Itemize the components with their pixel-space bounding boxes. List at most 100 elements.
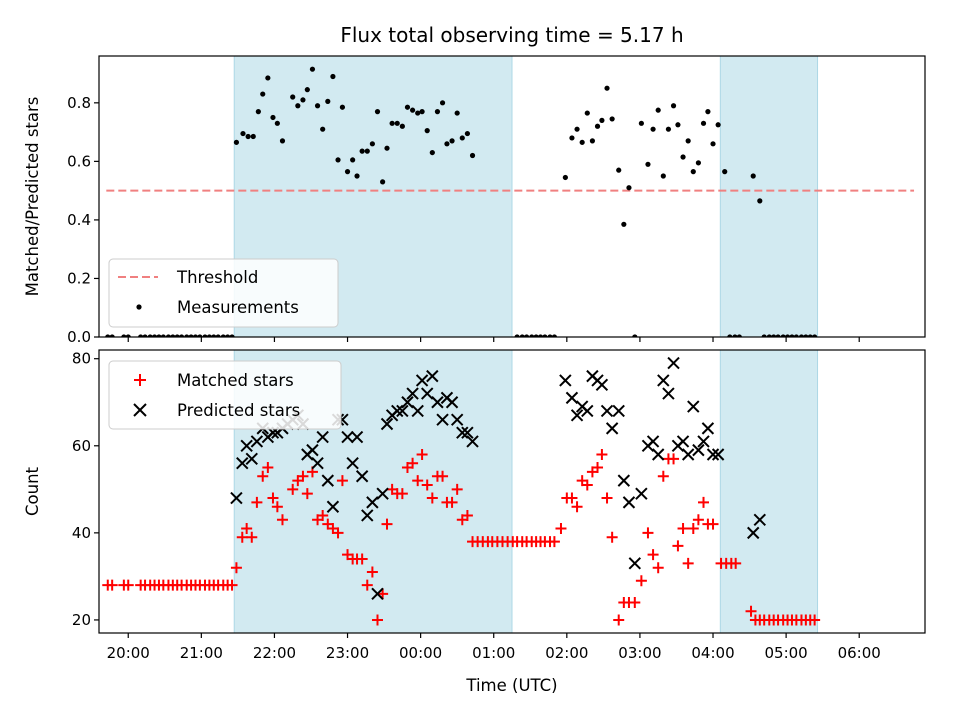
matched-marker [267,492,279,504]
legend: Matched stars Predicted stars [108,360,342,430]
matched-marker [287,483,299,495]
matched-marker [682,557,694,569]
measurement-point [394,120,400,126]
measurement-point [690,169,696,175]
measurement-point [138,334,144,337]
measurement-point [626,185,632,191]
matched-marker [230,562,242,574]
measurement-point [165,334,172,337]
measurement-point [449,138,455,144]
predicted-marker [311,456,324,470]
matched-marker [381,518,393,530]
plot-area [105,66,915,337]
measurement-point [229,334,235,337]
measurement-point [775,334,781,337]
measurement-point [632,334,638,337]
matched-marker [555,523,567,535]
measurement-point [454,110,460,116]
measurement-point [309,66,316,72]
predicted-marker [565,391,579,405]
measurement-point [339,104,346,110]
measurement-point [604,85,610,91]
predicted-marker [667,356,680,370]
x-tick-label: 03:00 [618,644,661,662]
y-tick-label: 80 [72,350,91,368]
predicted-marker [415,374,429,387]
observing-window [719,55,819,338]
measurement-point [547,334,553,337]
y-tick-label: 0.0 [67,328,91,346]
matched-marker [421,479,433,491]
y-tick-label: 20 [72,611,91,629]
measurement-point [304,87,310,93]
measurement-point [354,173,360,179]
predicted-marker [341,430,354,444]
legend: Threshold Measurements [108,258,339,328]
measurement-point [524,334,530,337]
matched-marker [692,514,704,526]
measurement-point [750,173,756,179]
measurement-point [220,334,226,337]
measurement-point [594,123,601,129]
predicted-marker [376,487,389,500]
measurement-point [206,334,212,337]
matched-marker [596,448,608,460]
measurement-point [551,334,557,337]
predicted-marker [605,422,619,435]
predicted-marker [628,557,642,570]
predicted-marker [406,387,419,400]
measurement-point [184,334,190,337]
predicted-marker [436,413,449,426]
measurement-point [670,103,677,109]
measurement-point [784,334,791,337]
measurement-point [325,98,331,104]
measurement-point [215,334,221,337]
matched-marker [271,501,283,513]
measurement-point [179,334,185,337]
measurement-point [260,91,266,97]
matched-marker [657,470,669,482]
matched-marker [236,531,248,543]
predicted-marker [747,526,760,540]
measurement-point [439,100,446,106]
measurement-point [542,334,548,337]
measurement-point [574,126,580,132]
measurement-point [125,334,131,337]
matched-marker [635,575,647,587]
matched-marker [251,496,263,508]
predicted-marker [236,456,249,470]
measurement-point [415,110,421,116]
matched-marker [601,492,613,504]
predicted-marker [456,426,469,439]
predicted-marker [230,491,243,505]
measurement-point [780,334,786,337]
measurement-point [660,173,666,179]
measurement-point [766,334,772,337]
measurement-point [320,126,326,132]
observing-window [719,349,819,634]
axes-frame [98,349,926,634]
measurement-point [803,334,809,337]
predicted-marker [346,456,359,470]
measurement-point [265,75,271,81]
legend-threshold-label: Threshold [176,268,258,287]
matched-marker [361,579,373,591]
x-tick-label: 05:00 [764,644,807,662]
predicted-marker [706,448,720,461]
predicted-marker [420,387,434,400]
y-tick-label: 0.2 [67,269,91,287]
measurement-point [732,334,738,337]
y-axis-label: Matched/Predicted stars [23,97,42,297]
predicted-marker [701,422,715,435]
predicted-marker [657,374,670,387]
legend-matched-swatch [134,374,146,386]
measurement-point [369,141,375,147]
measurement-point [722,169,728,175]
matched-marker [581,479,593,491]
predicted-marker [245,452,258,466]
measurement-point [675,122,681,128]
measurement-point [680,154,686,160]
measurement-point [621,221,627,227]
measurement-point [757,198,763,204]
matched-marker [446,496,458,508]
